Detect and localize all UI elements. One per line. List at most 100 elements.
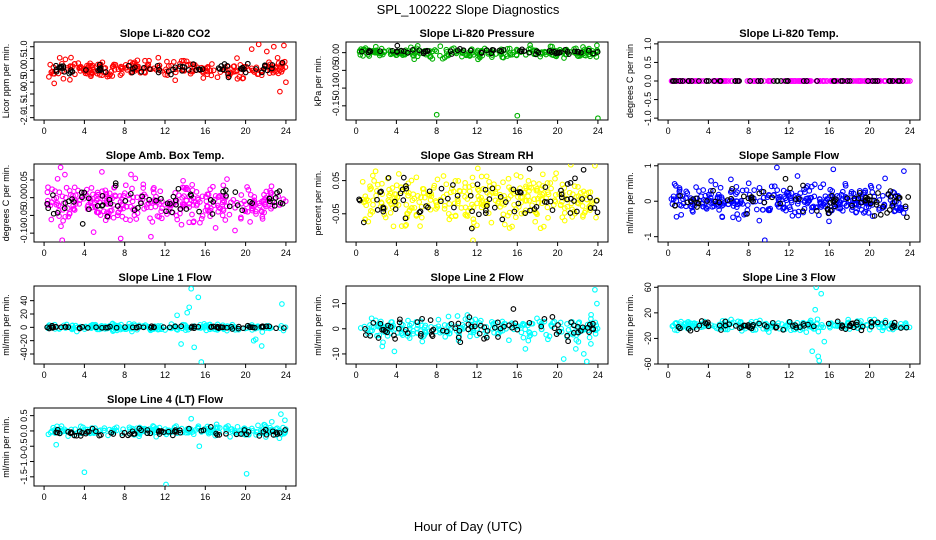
panel-10-x-tick-label: 12 <box>160 492 170 502</box>
panel-4-x-tick-label: 0 <box>42 248 47 258</box>
panel-7-outlier-point <box>178 341 184 347</box>
panel-5-point <box>587 194 593 201</box>
panel-3-point <box>679 78 686 84</box>
panel-4-outlier-point <box>148 233 154 240</box>
panel-9-point <box>773 324 780 330</box>
panel-4-point <box>66 210 73 217</box>
panel-5-point <box>385 175 392 181</box>
panel-6-point <box>727 189 734 195</box>
panel-5-point <box>386 192 393 199</box>
panel-1-point <box>172 66 179 73</box>
panel-5-point <box>469 174 476 181</box>
panel-9-point <box>675 324 682 330</box>
panel-8-point <box>529 320 536 327</box>
panel-1-point <box>172 64 179 71</box>
panel-1-point <box>106 73 113 79</box>
panel-8-point <box>476 330 483 337</box>
panel-3-point <box>795 78 802 84</box>
panel-6-point <box>712 181 719 188</box>
panel-3-point <box>696 78 702 84</box>
panel-8-point <box>484 328 491 334</box>
panel-5-x-tick-label: 20 <box>553 248 563 258</box>
panel-6-point <box>728 195 734 202</box>
panel-4-point <box>226 211 233 218</box>
panel-8-point <box>577 328 584 334</box>
panel-6-point <box>719 213 725 220</box>
panel-8-point <box>375 335 382 341</box>
panel-7-point <box>178 323 185 330</box>
panel-9-point <box>705 319 711 326</box>
panel-7-outlier-point <box>174 312 180 319</box>
panel-4-point <box>147 215 153 222</box>
panel-5-point <box>497 194 504 200</box>
panel-9-point <box>868 319 875 325</box>
panel-1-point <box>190 61 197 67</box>
panel-4-point <box>112 182 119 189</box>
panel-4-point <box>259 216 266 222</box>
panel-3-point <box>685 78 692 84</box>
panel-2-y-tick-label: -0.05 <box>331 60 341 81</box>
panel-5-point <box>474 165 481 172</box>
panel-7-point <box>105 324 111 331</box>
panel-4-point <box>216 193 222 200</box>
panel-8-point <box>495 330 502 337</box>
panel-5-point <box>438 198 444 205</box>
panel-2-y-tick-label: 0.00 <box>331 44 341 62</box>
panel-3-point <box>887 78 893 84</box>
panel-5-point <box>501 221 508 228</box>
panel-5-point <box>404 210 410 217</box>
panel-5-point <box>471 219 477 226</box>
panel-3-point <box>705 78 712 84</box>
panel-6-point <box>679 193 686 199</box>
panel-9-point <box>828 320 834 326</box>
panel-9-y-tick-label: 60 <box>643 282 653 292</box>
panel-5-point <box>500 211 507 218</box>
panel-8-point <box>384 333 391 339</box>
panel-6-point <box>677 192 683 199</box>
panel-9-point <box>784 323 790 329</box>
panel-7-point <box>259 323 266 330</box>
panel-7-point <box>65 324 72 330</box>
panel-8-point <box>510 306 517 312</box>
panel-6-point <box>879 192 886 199</box>
panel-6-point <box>708 178 714 184</box>
panel-7-point <box>160 324 167 330</box>
panel-8-series-all <box>357 286 601 364</box>
panel-4-point <box>180 177 186 184</box>
panel-7-point <box>228 324 235 330</box>
panel-4-point <box>128 171 134 178</box>
panel-8-point <box>512 320 519 327</box>
panel-4-point <box>120 205 127 212</box>
panel-4-point <box>222 217 229 223</box>
panel-10-point <box>186 425 192 432</box>
panel-10-point <box>260 428 267 435</box>
panel-8-point <box>477 322 484 329</box>
panel-5-point <box>548 185 554 192</box>
panel-5-point <box>374 196 380 203</box>
panel-4-point <box>271 202 278 209</box>
panel-5-outlier-point <box>592 164 598 169</box>
panel-4-point <box>220 182 227 189</box>
panel-5-point <box>403 201 410 208</box>
panel-5-point <box>482 210 489 216</box>
panel-5-point <box>489 185 496 192</box>
panel-6-x-tick-label: 4 <box>706 248 711 258</box>
panel-5-point <box>558 191 565 198</box>
panel-9-outlier-point <box>818 290 825 297</box>
panel-6-outlier-point <box>774 164 780 171</box>
panel-6-point <box>853 209 859 216</box>
panel-4-point <box>62 213 69 220</box>
panel-8-outlier-point <box>592 286 598 293</box>
panel-6-point <box>871 213 878 219</box>
panel-4-point <box>226 203 233 210</box>
panel-1-point <box>68 54 74 61</box>
panel-6-point <box>813 208 820 214</box>
panel-4-point <box>204 191 211 198</box>
panel-6-point <box>740 193 747 200</box>
panel-5-point <box>534 211 540 218</box>
panel-5-point <box>571 183 578 190</box>
panel-10-series-all <box>45 411 289 486</box>
panel-5-point <box>539 171 546 178</box>
panel-6-point <box>760 188 767 195</box>
panel-1-point <box>112 61 119 68</box>
